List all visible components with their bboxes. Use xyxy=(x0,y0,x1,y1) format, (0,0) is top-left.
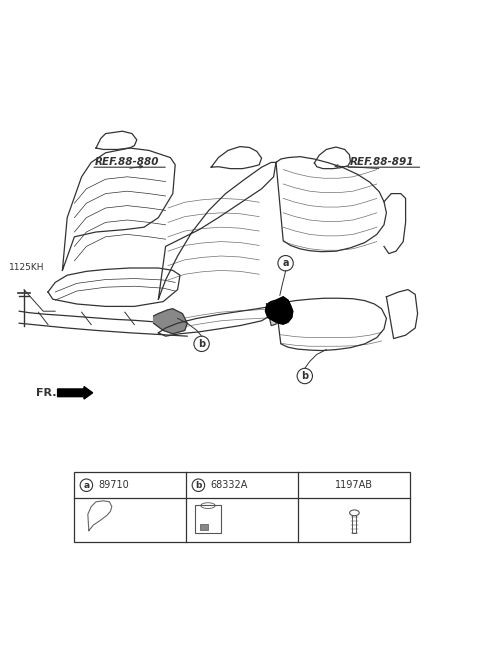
Polygon shape xyxy=(266,303,277,325)
Text: 89710: 89710 xyxy=(98,480,129,490)
Text: FR.: FR. xyxy=(36,388,57,398)
Text: b: b xyxy=(198,339,205,349)
Text: 1197AB: 1197AB xyxy=(336,480,373,490)
Text: REF.88-880: REF.88-880 xyxy=(95,157,159,167)
FancyBboxPatch shape xyxy=(200,524,208,530)
Text: 68332A: 68332A xyxy=(210,480,248,490)
FancyArrow shape xyxy=(58,386,93,399)
Polygon shape xyxy=(154,309,187,334)
Polygon shape xyxy=(386,289,418,338)
Text: 1125KH: 1125KH xyxy=(9,264,44,272)
Text: a: a xyxy=(282,258,289,268)
Text: REF.88-891: REF.88-891 xyxy=(349,157,414,167)
Text: a: a xyxy=(84,481,89,490)
Text: b: b xyxy=(195,481,202,490)
Polygon shape xyxy=(265,297,293,324)
Text: b: b xyxy=(301,371,308,381)
